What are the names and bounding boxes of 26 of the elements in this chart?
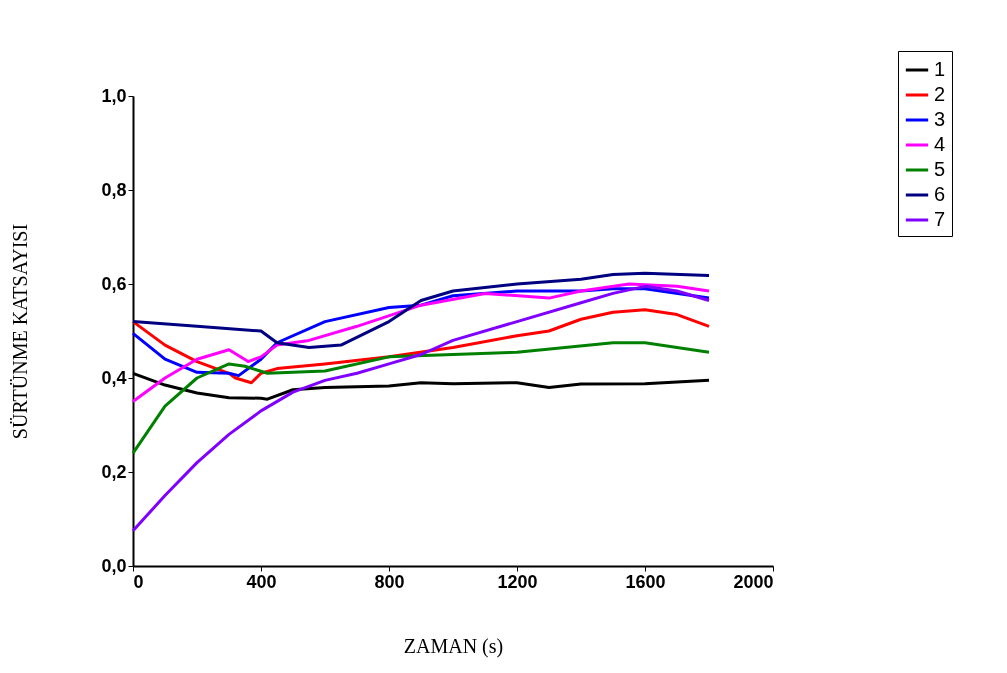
line-series (131, 282, 711, 403)
y-tick-label: 0,8 (101, 179, 127, 200)
y-tick-label: 0,6 (101, 273, 127, 294)
legend-label: 6 (934, 183, 946, 205)
x-tick-label: 400 (246, 571, 277, 592)
line-series (131, 341, 711, 455)
x-axis-title: ZAMAN (s) (403, 634, 504, 658)
x-tick-label: 1200 (497, 571, 538, 592)
line-series (131, 284, 711, 533)
legend-label: 7 (934, 208, 946, 230)
x-tick-label: 0 (133, 571, 144, 592)
legend-label: 2 (934, 83, 946, 105)
x-tick-label: 1600 (625, 571, 666, 592)
y-tick-label: 0,0 (101, 555, 127, 576)
legend-label: 5 (934, 158, 946, 180)
line-series (131, 308, 711, 385)
y-tick-label: 1,0 (101, 85, 127, 106)
y-tick-label: 0,4 (101, 367, 127, 388)
line-series (131, 271, 711, 349)
y-axis-title: SÜRTÜNME KATSAYISI (9, 223, 32, 440)
legend-label: 1 (934, 58, 946, 80)
y-tick-label: 0,2 (101, 461, 127, 482)
x-tick-label: 800 (374, 571, 405, 592)
legend-label: 4 (934, 133, 946, 155)
x-tick-label: 2000 (733, 571, 774, 592)
legend-label: 3 (934, 108, 946, 130)
